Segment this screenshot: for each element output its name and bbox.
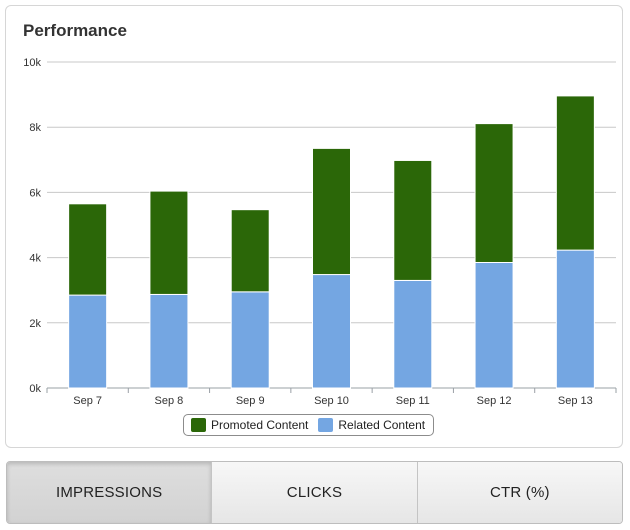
- y-tick-label: 10k: [23, 57, 41, 69]
- x-tick-label: Sep 9: [236, 395, 265, 407]
- chart-legend: Promoted Content Related Content: [183, 414, 435, 436]
- tab-impressions[interactable]: IMPRESSIONS: [7, 462, 212, 523]
- y-tick-label: 6k: [29, 187, 41, 199]
- legend-swatch-related: [318, 418, 334, 432]
- y-tick-label: 2k: [29, 318, 41, 330]
- bar-promoted-content: [149, 190, 189, 295]
- bar-related-content: [474, 261, 514, 389]
- tab-clicks-label: CLICKS: [286, 484, 343, 501]
- metric-tabs: IMPRESSIONS CLICKS CTR (%): [6, 461, 623, 524]
- legend-label-promoted: Promoted Content: [211, 418, 309, 432]
- panel-title: Performance: [23, 21, 127, 40]
- y-tick-label: 4k: [29, 253, 41, 265]
- bar-promoted-content: [555, 95, 595, 251]
- x-tick-label: Sep 10: [314, 395, 349, 407]
- bar-promoted-content: [474, 123, 514, 263]
- bar-promoted-content: [393, 159, 433, 281]
- bar-related-content: [149, 293, 189, 389]
- bar-related-content: [555, 249, 595, 389]
- legend-swatch-promoted: [191, 418, 206, 432]
- legend-item-promoted-content[interactable]: Promoted Content: [191, 418, 308, 432]
- tab-clicks[interactable]: CLICKS: [211, 462, 417, 523]
- performance-chart: 0k 2k 4k 6k 8k 10k Sep 7 Sep 8 Sep 9 Sep 10 Sep 11…: [23, 57, 617, 407]
- bar-related-content: [393, 279, 433, 389]
- tab-ctr[interactable]: CTR (%): [416, 462, 622, 523]
- bar-promoted-content: [230, 209, 270, 293]
- x-tick-label: Sep 8: [155, 395, 184, 407]
- performance-panel: Performance 0k 2k 4k 6k 8k 10k Sep 7 Sep 8 Sep 9…: [5, 5, 623, 448]
- y-tick-label: 8k: [29, 122, 41, 134]
- bar-related-content: [68, 294, 108, 389]
- bar-promoted-content: [68, 203, 108, 296]
- legend-label-related: Related Content: [338, 418, 426, 432]
- x-tick-label: Sep 13: [558, 395, 593, 407]
- x-tick-label: Sep 12: [477, 395, 512, 407]
- x-tick-label: Sep 11: [396, 395, 430, 407]
- legend-item-related-content[interactable]: Related Content: [318, 418, 425, 432]
- tab-impressions-label: IMPRESSIONS: [55, 484, 163, 501]
- bar-related-content: [312, 274, 351, 389]
- bar-related-content: [230, 291, 270, 389]
- bar-promoted-content: [312, 147, 351, 276]
- tab-ctr-label: CTR (%): [489, 484, 550, 501]
- x-tick-label: Sep 7: [73, 395, 102, 407]
- y-tick-label: 0k: [29, 383, 41, 395]
